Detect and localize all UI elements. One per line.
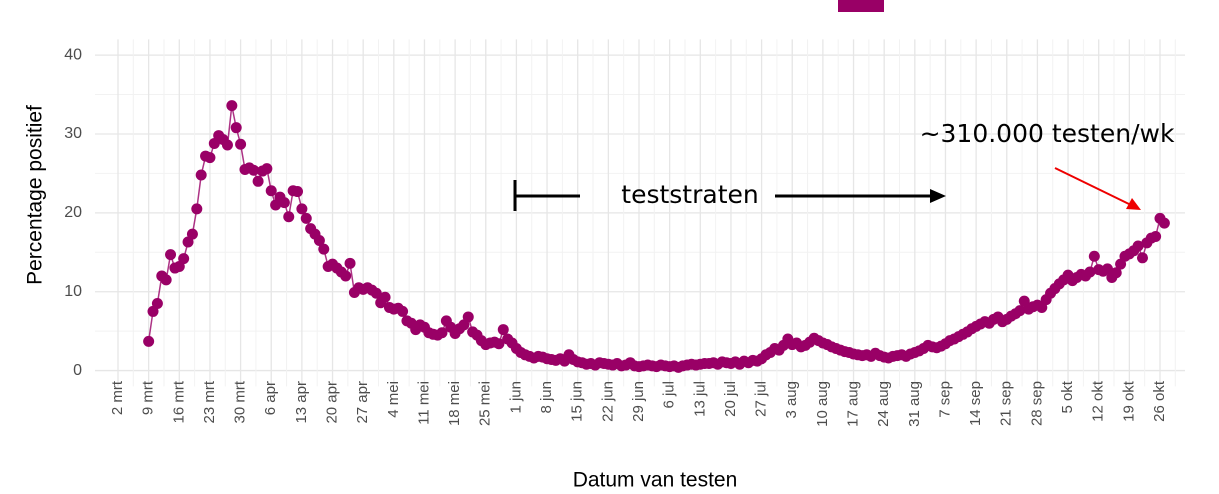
data-point (178, 253, 190, 265)
x-tick-label: 13 jul (691, 381, 708, 417)
x-tick-label: 28 sep (1028, 381, 1045, 426)
x-tick-label: 8 jun (538, 381, 555, 414)
data-point (195, 169, 207, 181)
data-point (340, 270, 352, 282)
x-tick-label: 23 mrt (201, 380, 218, 423)
y-tick-label: 20 (64, 204, 82, 221)
y-tick-label: 10 (64, 283, 82, 300)
data-point (191, 203, 203, 215)
annotation-teststraten: teststraten (621, 180, 758, 209)
data-point (1150, 231, 1162, 243)
data-point (1136, 252, 1148, 264)
data-point (143, 335, 155, 347)
x-tick-label: 3 aug (783, 381, 800, 419)
data-point (436, 327, 448, 339)
data-point (151, 298, 163, 310)
data-point (221, 139, 233, 151)
y-tick-label: 30 (64, 125, 82, 142)
grid (95, 39, 1185, 387)
red-arrow-line (1054, 167, 1132, 206)
x-tick-label: 14 sep (967, 381, 984, 426)
data-point (379, 291, 391, 303)
x-tick-label: 21 sep (998, 381, 1015, 426)
red-arrow-head (1126, 198, 1141, 210)
x-tick-label: 6 apr (262, 381, 279, 415)
data-point (248, 164, 260, 176)
data-point (1110, 267, 1122, 279)
data-point (235, 138, 247, 150)
x-axis-title: Datum van testen (573, 469, 738, 492)
data-point (313, 234, 325, 246)
x-tick-label: 29 jun (630, 381, 647, 422)
data-point (296, 203, 308, 215)
x-tick-label: 17 aug (844, 381, 861, 427)
data-point (261, 163, 273, 175)
data-point (344, 257, 356, 269)
x-tick-label: 19 okt (1120, 380, 1137, 422)
data-point (252, 175, 264, 187)
data-point (186, 228, 198, 240)
x-tick-label: 1 jun (507, 381, 524, 414)
x-tick-label: 20 jul (722, 381, 739, 417)
y-tick-label: 0 (73, 362, 82, 379)
x-tick-label: 9 mrt (140, 380, 157, 415)
annotation-tests: ~310.000 testen/wk (920, 119, 1175, 148)
data-point (1101, 263, 1113, 275)
y-axis-title: Percentage positief (24, 105, 47, 285)
x-tick-label: 2 mrt (109, 380, 126, 415)
x-tick-label: 13 apr (293, 381, 310, 424)
x-tick-label: 15 jun (569, 381, 586, 422)
x-tick-label: 5 okt (1059, 380, 1076, 413)
x-tick-label: 30 mrt (232, 380, 249, 423)
x-tick-label: 25 mei (477, 381, 494, 426)
x-tick-label: 7 sep (936, 381, 953, 418)
x-tick-label: 24 aug (875, 381, 892, 427)
data-point (265, 185, 277, 197)
legend-key-fragment (838, 0, 884, 12)
data-point (1132, 240, 1144, 252)
x-tick-label: 27 jul (753, 381, 770, 417)
data-point (226, 100, 238, 112)
x-tick-label: 10 aug (814, 381, 831, 427)
data-point (300, 212, 312, 224)
x-tick-label: 12 okt (1090, 380, 1107, 422)
data-point (230, 122, 242, 134)
data-point (397, 305, 409, 317)
data-point (278, 197, 290, 209)
x-tick-label: 26 okt (1151, 380, 1168, 422)
data-point (292, 186, 304, 198)
data-point (318, 243, 330, 255)
x-tick-label: 27 apr (354, 381, 371, 424)
y-tick-label: 40 (64, 46, 82, 63)
x-tick-label: 22 jun (599, 381, 616, 422)
x-tick-label: 16 mrt (170, 380, 187, 423)
x-tick-label: 6 jul (661, 381, 678, 409)
data-point (283, 211, 295, 223)
x-tick-label: 11 mei (415, 381, 432, 425)
data-point (497, 324, 509, 336)
data-point (1014, 305, 1026, 317)
data-point (493, 338, 505, 350)
data-point (160, 274, 172, 286)
data-point (165, 249, 177, 261)
data-point (1084, 266, 1096, 278)
marks (143, 100, 1170, 373)
x-tick-label: 20 apr (323, 381, 340, 424)
data-point (1158, 217, 1170, 229)
data-point (462, 311, 474, 323)
arrow-head (930, 189, 946, 203)
x-tick-label: 18 mei (446, 381, 463, 426)
x-tick-label: 4 mei (385, 381, 402, 418)
data-point (370, 287, 382, 299)
x-tick-label: 31 aug (906, 381, 923, 427)
data-point (1088, 250, 1100, 262)
data-point (204, 152, 216, 164)
